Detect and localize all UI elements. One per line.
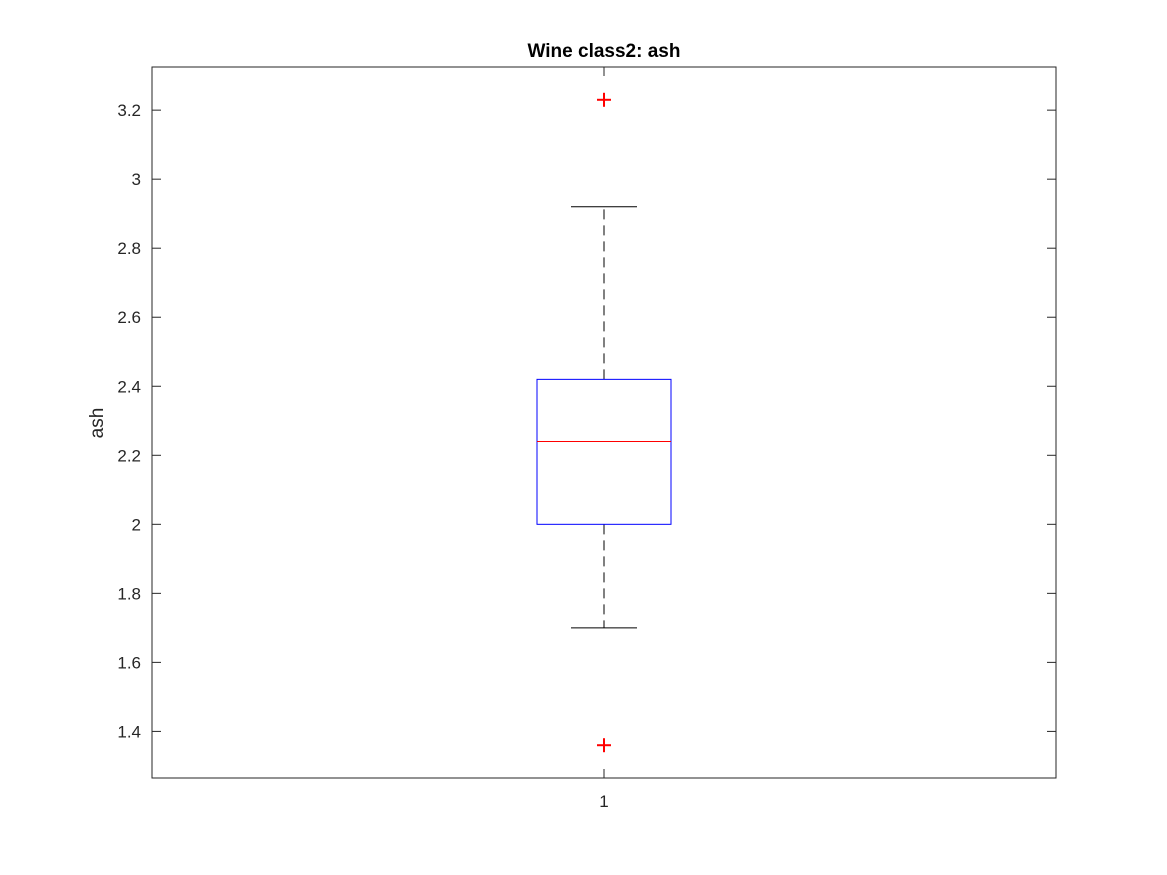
outlier-marker <box>597 738 611 753</box>
y-axis-label: ash <box>87 408 108 439</box>
y-tick-label: 3 <box>132 170 141 189</box>
chart-title: Wine class2: ash <box>528 41 681 62</box>
y-tick-label: 1.4 <box>117 722 141 741</box>
y-tick-label: 3.2 <box>117 101 141 120</box>
y-tick-label: 2.2 <box>117 446 141 465</box>
y-tick-label: 2.4 <box>117 377 141 396</box>
iqr-box <box>536 378 672 525</box>
x-tick-label: 1 <box>599 792 608 811</box>
y-tick-label: 1.6 <box>117 653 141 672</box>
y-tick-label: 1.8 <box>117 584 141 603</box>
outlier-marker <box>597 92 611 107</box>
box-layer <box>536 92 672 753</box>
box-1 <box>536 92 672 753</box>
y-tick-label: 2 <box>132 515 141 534</box>
plot-frame <box>151 66 1057 779</box>
axes: 1.4 1.6 1.8 2 2.2 2.4 2.6 2.8 3 3.2 1 <box>117 66 1057 811</box>
y-tick-label: 2.8 <box>117 239 141 258</box>
y-tick-label: 2.6 <box>117 308 141 327</box>
